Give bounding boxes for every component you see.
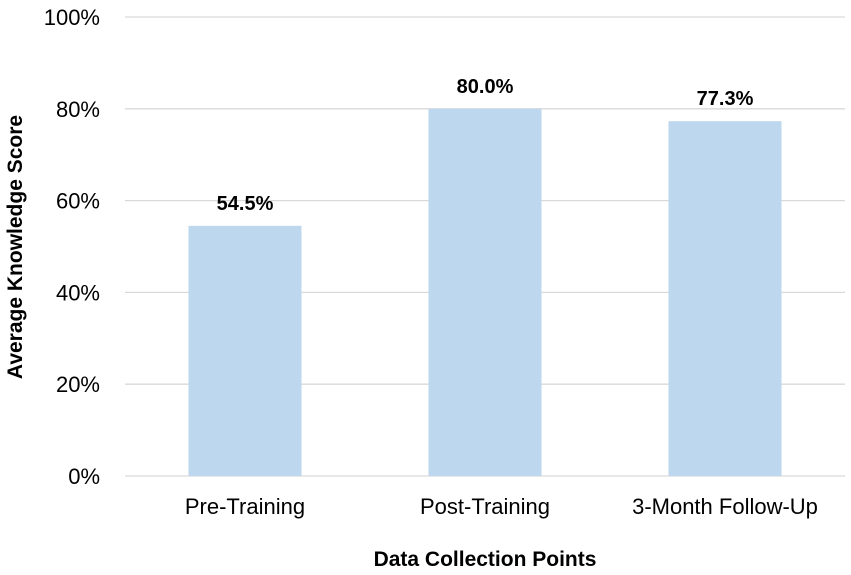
y-tick-label: 40%: [56, 280, 100, 305]
bar: [188, 225, 302, 476]
bar: [428, 108, 542, 477]
bars: [188, 108, 782, 477]
data-labels: 54.5% 80.0% 77.3%: [217, 76, 754, 215]
x-axis-ticks: Pre-Training Post-Training 3-Month Follow-…: [185, 494, 818, 519]
data-label: 80.0%: [457, 76, 514, 98]
data-label: 54.5%: [217, 193, 274, 215]
y-tick-label: 60%: [56, 189, 100, 214]
data-label: 77.3%: [697, 88, 754, 110]
y-tick-label: 80%: [56, 97, 100, 122]
x-tick-label: 3-Month Follow-Up: [632, 494, 818, 519]
y-tick-label: 20%: [56, 372, 100, 397]
bar: [668, 121, 782, 477]
x-tick-label: Pre-Training: [185, 494, 305, 519]
y-tick-label: 100%: [44, 5, 100, 30]
y-axis-ticks: 0% 20% 40% 60% 80% 100%: [44, 5, 100, 489]
y-tick-label: 0%: [68, 464, 100, 489]
x-tick-label: Post-Training: [420, 494, 550, 519]
y-axis-title: Average Knowledge Score: [4, 115, 27, 379]
x-axis-title: Data Collection Points: [374, 548, 597, 571]
